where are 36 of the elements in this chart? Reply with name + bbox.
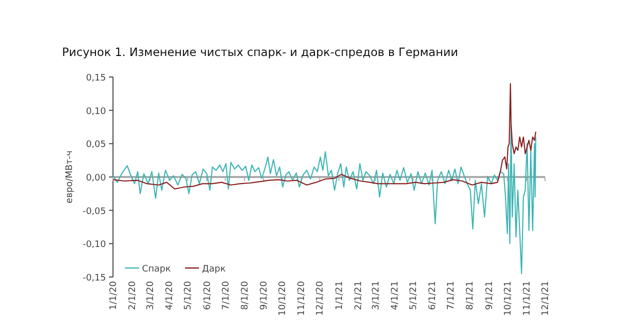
y-tick-label: 0,10 xyxy=(86,106,106,117)
y-tick-label: -0,15 xyxy=(82,274,106,284)
x-tick-label: 6/1/21 xyxy=(428,281,438,310)
x-tick-label: 12/1/20 xyxy=(316,280,326,316)
x-tick-label: 11/1/21 xyxy=(522,281,532,316)
x-tick-label: 10/1/21 xyxy=(503,281,514,316)
x-tick-label: 6/1/20 xyxy=(202,280,213,310)
chart-title: Рисунок 1. Изменение чистых спарк- и дарк-спредов в Германии xyxy=(62,45,458,59)
x-tick-label: 4/1/20 xyxy=(165,280,176,310)
x-tick-label: 8/1/20 xyxy=(240,280,250,310)
x-tick-label: 5/1/21 xyxy=(408,281,419,310)
y-tick-label: 0,15 xyxy=(86,74,106,84)
x-tick-label: 7/1/21 xyxy=(446,281,457,310)
x-tick-label: 12/1/21 xyxy=(541,281,551,316)
x-tick-label: 3/1/20 xyxy=(146,280,156,310)
y-tick-label: -0,05 xyxy=(82,206,106,217)
x-tick-label: 2/1/20 xyxy=(128,280,138,310)
x-tick-label: 1/1/21 xyxy=(334,281,345,310)
y-axis-title: евро/МВт-ч xyxy=(65,150,75,204)
x-tick-label: 7/1/20 xyxy=(221,280,232,310)
y-tick-label: -0,10 xyxy=(82,240,106,250)
x-tick-label: 9/1/21 xyxy=(484,281,495,310)
y-tick-label: 0,00 xyxy=(86,174,106,184)
x-tick-label: 2/1/21 xyxy=(354,281,364,310)
legend-label: Спарк xyxy=(142,264,172,274)
x-tick-label: 9/1/20 xyxy=(260,280,270,310)
x-tick-label: 10/1/20 xyxy=(278,280,288,316)
line-series xyxy=(112,83,536,190)
y-tick-label: 0,05 xyxy=(86,140,106,150)
x-tick-label: 3/1/21 xyxy=(371,281,382,310)
legend-label: Дарк xyxy=(202,264,226,274)
x-tick-label: 8/1/21 xyxy=(466,281,476,310)
x-tick-label: 4/1/21 xyxy=(390,281,400,310)
x-tick-label: 5/1/20 xyxy=(184,280,194,310)
x-tick-label: 1/1/20 xyxy=(109,280,119,310)
x-tick-label: 11/1/20 xyxy=(297,280,308,316)
